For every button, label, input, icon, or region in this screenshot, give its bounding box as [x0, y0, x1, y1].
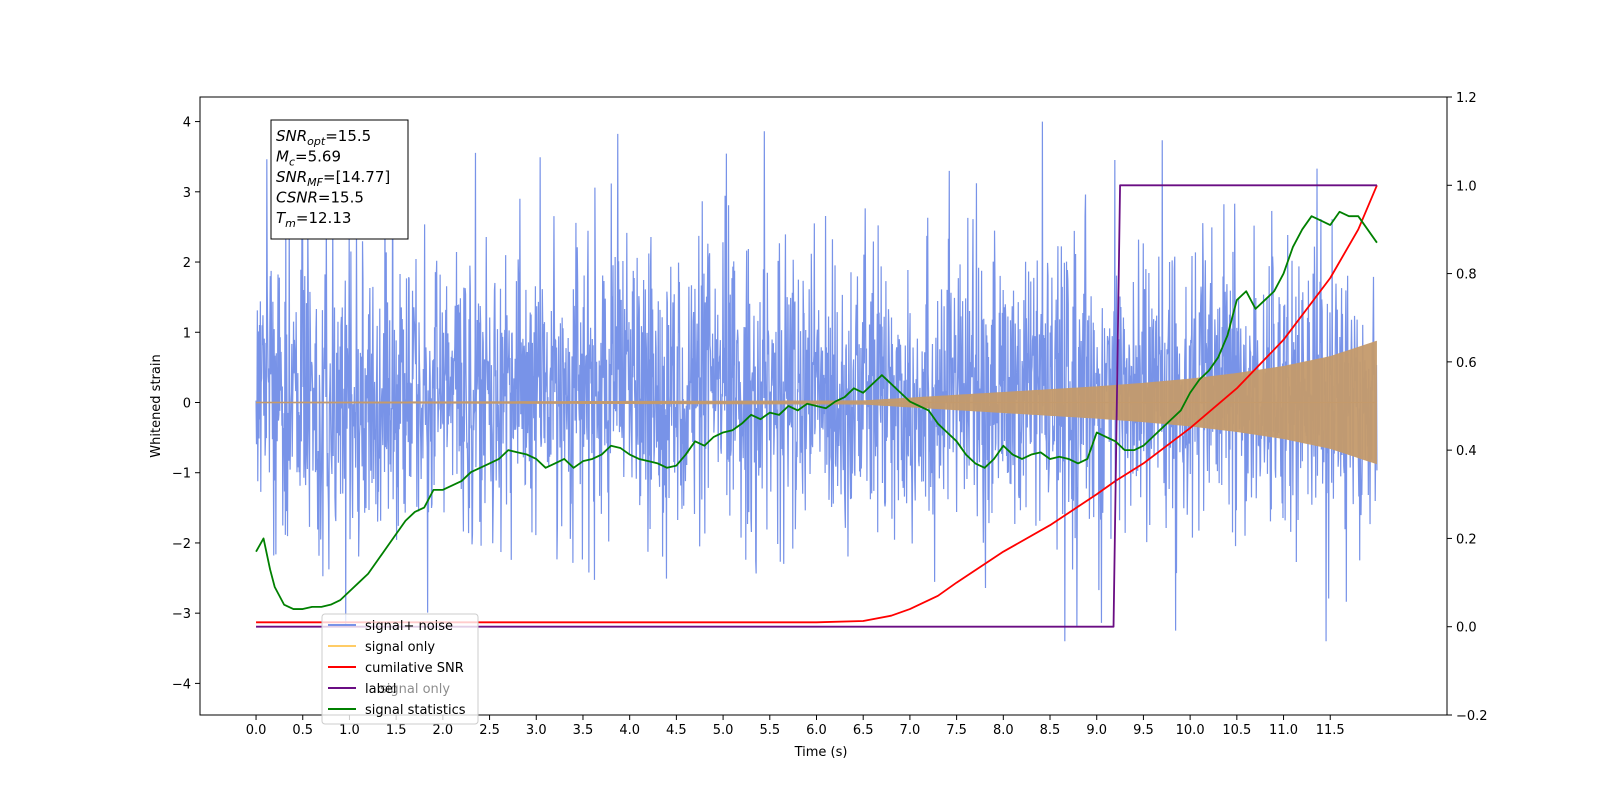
x-tick-label: 6.0	[806, 723, 827, 738]
legend-label: signal statistics	[365, 703, 466, 718]
y-tick-label: 2	[183, 256, 191, 271]
x-tick-label: 10.0	[1176, 723, 1205, 738]
x-tick-label: 1.0	[339, 723, 360, 738]
legend-label: cumilative SNR	[365, 661, 464, 676]
plot-area	[255, 121, 1378, 642]
x-tick-label: 0.5	[292, 723, 313, 738]
legend: signal only signal+ noise signal only cumi…	[321, 613, 479, 725]
x-tick-label: 7.0	[900, 723, 921, 738]
info-line: Tm=12.13	[276, 209, 351, 230]
y2-tick-label: 1.2	[1456, 91, 1477, 106]
x-tick-label: 9.0	[1086, 723, 1107, 738]
x-tick-label: 4.0	[619, 723, 640, 738]
y-axis-right: −0.2 0.0 0.2 0.4 0.6 0.8 1.0 1.2	[1447, 91, 1488, 724]
info-line: SNRopt=15.5	[276, 127, 371, 148]
x-axis-label: Time (s)	[794, 745, 848, 760]
y2-tick-label: −0.2	[1456, 709, 1488, 724]
plot-frame	[199, 96, 1448, 716]
x-tick-label: 5.5	[759, 723, 780, 738]
y2-tick-label: 0.0	[1456, 621, 1477, 636]
label-line	[256, 184, 1377, 628]
y-axis-label: Whitened strain	[149, 354, 164, 457]
x-tick-label: 3.0	[526, 723, 547, 738]
legend-frame	[321, 613, 479, 725]
x-tick-label: 3.5	[573, 723, 594, 738]
line-series-group	[255, 184, 1378, 628]
signal-statistics-line	[255, 210, 1378, 610]
cumulative-snr-line	[256, 184, 1378, 624]
y-axis-left: −4 −3 −2 −1 0 1 2 3 4	[172, 116, 200, 692]
signal-plus-noise-line	[255, 121, 1378, 642]
y-tick-label: 0	[183, 396, 191, 411]
info-box-frame	[270, 119, 409, 240]
y-tick-label: 1	[183, 326, 191, 341]
x-tick-label: 2.0	[433, 723, 454, 738]
info-box: SNRopt=15.5Mc=5.69SNRMF=[14.77]CSNR=15.5…	[270, 119, 409, 240]
legend-hidden-text: signal only	[380, 682, 450, 697]
y2-tick-label: 0.8	[1456, 268, 1477, 283]
legend-label: signal+ noise	[365, 619, 453, 634]
signal-only-series	[256, 340, 1377, 465]
x-tick-label: 11.5	[1316, 723, 1345, 738]
x-tick-label: 1.5	[386, 723, 407, 738]
x-tick-label: 2.5	[479, 723, 500, 738]
y-tick-label: −1	[172, 467, 191, 482]
info-line: SNRMF=[14.77]	[276, 168, 390, 189]
x-tick-label: 10.5	[1222, 723, 1251, 738]
y-tick-label: 3	[183, 186, 191, 201]
y-tick-label: 4	[183, 116, 191, 131]
x-tick-label: 9.5	[1133, 723, 1154, 738]
x-tick-label: 0.0	[246, 723, 267, 738]
y2-tick-label: 0.4	[1456, 444, 1477, 459]
x-tick-label: 5.0	[713, 723, 734, 738]
y2-tick-label: 0.6	[1456, 356, 1477, 371]
y-tick-label: −4	[172, 677, 191, 692]
legend-label: signal only	[365, 640, 435, 655]
x-tick-label: 11.0	[1269, 723, 1298, 738]
info-line: CSNR=15.5	[276, 189, 364, 207]
legend-label: label	[365, 682, 396, 697]
y2-tick-label: 0.2	[1456, 532, 1477, 547]
y-tick-label: −2	[172, 537, 191, 552]
y2-tick-label: 1.0	[1456, 179, 1477, 194]
x-tick-label: 8.0	[993, 723, 1014, 738]
noise-series	[255, 121, 1378, 642]
x-tick-label: 8.5	[1040, 723, 1061, 738]
x-tick-label: 6.5	[853, 723, 874, 738]
info-line: Mc=5.69	[276, 148, 341, 169]
x-tick-label: 4.5	[666, 723, 687, 738]
x-axis: 0.0 0.5 1.0 1.5 2.0 2.5 3.0 3.5 4.0 4.5 5.0 5.5 6.0 6…	[246, 715, 1345, 738]
x-tick-label: 7.5	[946, 723, 967, 738]
y-tick-label: −3	[172, 607, 191, 622]
